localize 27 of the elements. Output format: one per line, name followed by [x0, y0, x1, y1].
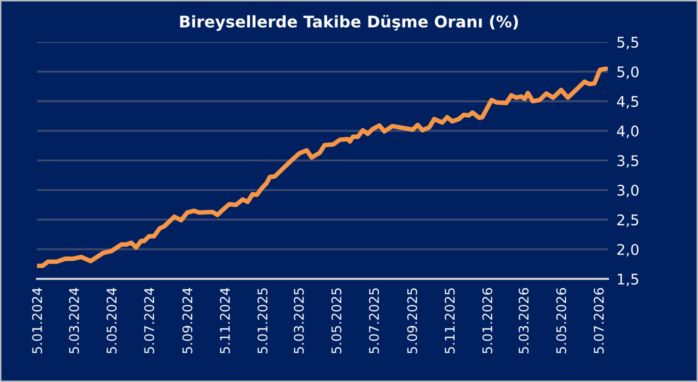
x-tick-label: 5.07.2024 — [144, 288, 154, 354]
y-tick-label: 5,5 — [617, 36, 638, 50]
x-tick-label: 5.07.2026 — [594, 288, 604, 354]
x-tick-label: 5.01.2025 — [258, 288, 268, 354]
x-tick-label: 5.05.2026 — [556, 288, 566, 354]
y-tick-label: 4,5 — [617, 96, 638, 108]
y-tick-label: 2,0 — [617, 244, 639, 256]
x-tick-label: 5.01.2024 — [32, 288, 42, 354]
line-series — [36, 66, 608, 268]
y-tick-label: 3,0 — [617, 184, 639, 198]
x-tick-label: 5.11.2025 — [444, 288, 455, 354]
x-tick-label: 5.07.2025 — [368, 288, 379, 354]
x-tick-label: 5.03.2025 — [294, 288, 304, 354]
x-tick-label: 5.09.2024 — [182, 288, 192, 354]
x-tick-label: 5.11.2024 — [220, 288, 230, 354]
y-tick-label: 3,5 — [617, 155, 638, 168]
chart-title: Bireysellerde Takibe Düşme Oranı (%) — [180, 15, 518, 31]
x-tick-label: 5.05.2025 — [331, 288, 342, 354]
x-tick-label: 5.01.2026 — [482, 288, 492, 354]
y-tick-label: 4,0 — [617, 126, 639, 138]
y-tick-label: 2,5 — [617, 214, 638, 227]
y-tick-label: 5,0 — [617, 66, 639, 79]
x-tick-label: 5.03.2026 — [518, 288, 529, 354]
x-tick-label: 5.05.2024 — [106, 288, 117, 354]
x-tick-label: 5.09.2025 — [407, 288, 418, 354]
x-tick-label: 5.03.2024 — [69, 288, 80, 354]
y-tick-label: 1,5 — [618, 274, 638, 286]
